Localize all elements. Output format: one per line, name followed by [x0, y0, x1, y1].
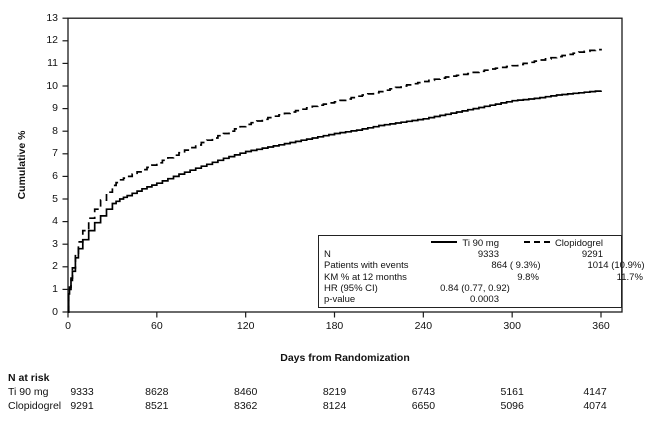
clopidogrel-curve	[67, 48, 602, 313]
y-tick-label: 5	[52, 192, 58, 205]
n-at-risk-value: 9291	[70, 400, 94, 412]
n-at-risk-value: 4074	[583, 400, 607, 412]
legend-ticagrelor-entry: Ti 90 mg	[367, 238, 499, 249]
x-tick-label: 180	[325, 320, 344, 332]
legend-stat-row: KM % at 12 months 9.8% 11.7%	[324, 271, 643, 283]
y-tick-label: 7	[52, 147, 58, 160]
n-at-risk-value: 8460	[234, 386, 258, 398]
n-at-risk-value: 8521	[145, 400, 169, 412]
y-axis-title: Cumulative %	[16, 130, 28, 200]
solid-line-swatch-icon	[431, 241, 458, 244]
x-tick-label: 300	[503, 320, 521, 332]
n-at-risk-value: 4147	[583, 386, 607, 398]
legend-stats-box: Ti 90 mg Clopidogrel N 9333 9291 Patients w…	[318, 235, 645, 308]
x-tick-label: 240	[414, 320, 433, 332]
y-tick-label: 3	[52, 237, 58, 250]
y-tick-label: 2	[52, 260, 58, 273]
y-tick-label: 4	[52, 215, 58, 228]
x-tick-label: 0	[65, 320, 71, 332]
x-tick-label: 120	[236, 320, 255, 332]
n-at-risk-row-label: Ti 90 mg	[8, 386, 49, 398]
legend-clopidogrel-entry: Clopidogrel	[499, 238, 603, 249]
legend-stat-row: HR (95% CI) 0.84 (0.77, 0.92)	[324, 282, 510, 294]
dashed-line-swatch-icon	[523, 241, 550, 244]
n-at-risk-value: 8628	[145, 386, 169, 398]
y-tick-label: 12	[46, 34, 58, 47]
legend-stat-row: N 9333 9291	[324, 249, 603, 261]
n-at-risk-value: 5096	[500, 400, 524, 412]
y-tick-label: 13	[46, 11, 58, 24]
n-at-risk-value: 6743	[411, 386, 436, 398]
y-tick-label: 1	[52, 282, 58, 295]
n-at-risk-row-label: Clopidogrel	[8, 400, 62, 412]
n-at-risk-value: 9333	[70, 386, 94, 398]
y-tick-label: 10	[46, 79, 58, 92]
x-axis-title: Days from Randomization	[280, 352, 410, 364]
legend-clopidogrel-label: Clopidogrel	[554, 238, 603, 249]
legend-ticagrelor-label: Ti 90 mg	[462, 238, 499, 249]
x-tick-label: 60	[150, 320, 163, 332]
y-tick-label: 11	[47, 56, 58, 69]
n-at-risk-value: 8362	[234, 400, 258, 412]
n-at-risk-value: 5161	[500, 386, 524, 398]
y-tick-label: 0	[52, 305, 58, 318]
legend-stat-row: p-value 0.0003	[324, 294, 499, 306]
ticagrelor-curve	[67, 90, 602, 313]
legend-stat-rows: N 9333 9291 Patients with events 864 ( 9.3%)…	[324, 249, 645, 306]
legend-header-row: Ti 90 mg Clopidogrel	[324, 238, 603, 249]
plot-frame	[67, 17, 623, 313]
legend-stat-row: Patients with events 864 ( 9.3%) 1014 (10.…	[324, 260, 645, 272]
y-tick-label: 8	[52, 124, 58, 137]
n-at-risk-heading: N at risk	[8, 372, 50, 384]
y-tick-label: 6	[52, 169, 58, 182]
n-at-risk-value: 8219	[322, 386, 347, 398]
x-tick-label: 360	[592, 320, 610, 332]
n-at-risk-value: 8124	[322, 400, 347, 412]
y-tick-label: 9	[52, 102, 58, 115]
n-at-risk-value: 6650	[411, 400, 436, 412]
